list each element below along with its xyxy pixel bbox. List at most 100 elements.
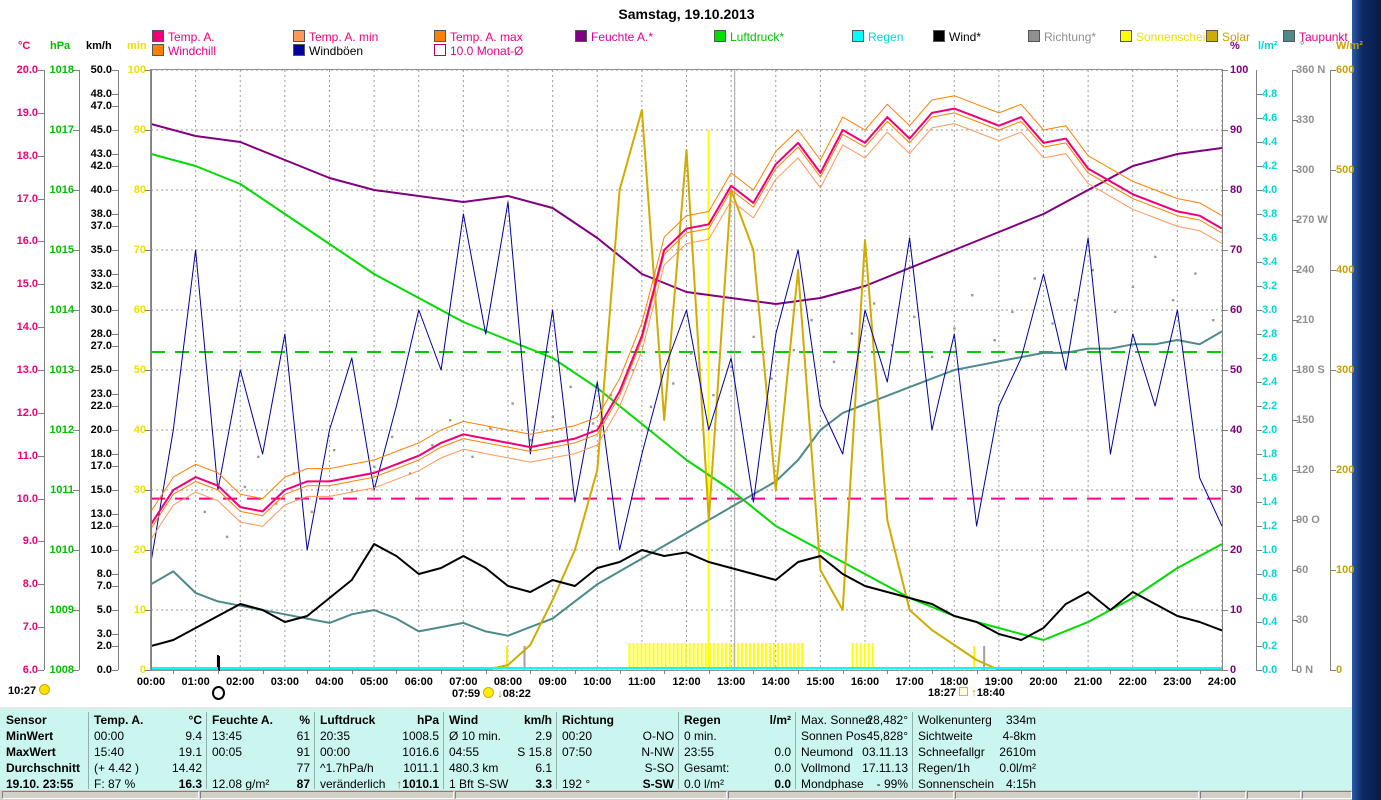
x-half-tick <box>217 670 219 674</box>
axis-tick-label: 180 S <box>1296 364 1325 376</box>
x-axis-tick-label: 06:00 <box>404 676 433 688</box>
sunshine-bar <box>793 643 796 670</box>
sunshine-bar <box>855 643 858 670</box>
direction-dot <box>243 485 247 489</box>
sunshine-bar <box>761 643 764 670</box>
moonset-time: 10:27 <box>8 685 37 697</box>
x-half-tick <box>887 670 889 674</box>
axis-tick-label: 90 O <box>1296 514 1320 526</box>
chart-canvas <box>150 69 1223 671</box>
axis-tick-label: 30 <box>1230 484 1243 496</box>
axis-tick-mark <box>1256 286 1262 287</box>
table-cell-left: Max. Sonnen <box>801 713 872 727</box>
axis-tick-label: 210 <box>1296 314 1315 326</box>
axis-tick-label: 270 W <box>1296 214 1328 226</box>
direction-dot <box>672 382 675 385</box>
axis-unit-label: min <box>127 40 147 52</box>
axis-tick-label: 0.8 <box>1262 568 1278 580</box>
axis-tick-label: 1017 <box>49 124 74 136</box>
axis-tick-label: 50.0 <box>90 64 112 76</box>
direction-dot <box>792 349 795 352</box>
axis-tick-mark <box>1222 70 1228 71</box>
axis-tick-mark <box>38 70 44 71</box>
axis-tick-mark <box>1292 270 1298 271</box>
sunshine-bar <box>672 643 675 670</box>
axis-tick-mark <box>73 190 79 191</box>
axis-tick-label: 40 <box>1230 424 1243 436</box>
axis-tick-label: 2.0 <box>96 640 112 652</box>
axis-tick-label: 38.0 <box>90 208 112 220</box>
series-temp-a-min <box>150 123 1223 540</box>
legend-item: Wind* <box>933 30 981 44</box>
x-half-tick <box>842 670 844 674</box>
table-cell-left: Sonnen Pos <box>801 729 867 743</box>
axis-tick-label: 42.0 <box>90 160 112 172</box>
direction-dot <box>872 302 876 305</box>
axis-tick-mark <box>1330 270 1336 271</box>
direction-dot <box>913 315 916 319</box>
axis-tick-label: 60 <box>133 304 146 316</box>
axis-tick-label: 0 <box>1230 664 1237 676</box>
sunshine-bar <box>789 643 792 670</box>
sunshine-bar <box>859 643 862 670</box>
axis-tick-mark <box>145 370 151 371</box>
axis-tick-mark <box>38 670 44 671</box>
table-cell-left: 192 ° <box>562 777 591 791</box>
axis-tick-label: 60 <box>1296 564 1309 576</box>
axis-tick-label: 50 <box>133 364 146 376</box>
axis-tick-label: 1.4 <box>1262 496 1278 508</box>
axis-tick-mark <box>145 610 151 611</box>
direction-dot <box>203 510 206 514</box>
axis-tick-label: 20.0 <box>90 424 112 436</box>
axis-tick-label: 20 <box>1230 544 1243 556</box>
axis-tick-label: 1.8 <box>1262 448 1278 460</box>
axis-tick-label: 1018 <box>49 64 74 76</box>
axis-tick-label: 25.0 <box>90 364 112 376</box>
axis-tick-label: 2.4 <box>1262 376 1278 388</box>
x-half-tick <box>574 670 576 674</box>
x-axis-tick-label: 02:00 <box>226 676 255 688</box>
direction-dot <box>930 355 934 359</box>
sunshine-bar <box>708 643 711 670</box>
axis-tick-label: 30 <box>133 484 146 496</box>
sunshine-bar <box>740 643 743 670</box>
sunshine-bar <box>867 643 870 670</box>
axis-tick-mark <box>1256 262 1262 263</box>
direction-dot <box>953 327 956 330</box>
x-axis-tick-label: 22:00 <box>1118 676 1147 688</box>
sunshine-bar <box>644 643 647 670</box>
status-bar-segment <box>200 791 454 799</box>
axis-tick-mark <box>1292 520 1298 521</box>
table-cell-left: 04:55 <box>449 745 480 759</box>
sunshine-bar <box>863 643 866 670</box>
axis-tick-mark <box>73 610 79 611</box>
axis-tick-label: 15.0 <box>90 484 112 496</box>
table-cell-left: 20:35 <box>320 729 351 743</box>
axis-tick-mark <box>1330 70 1336 71</box>
axis-tick-mark <box>1292 570 1298 571</box>
x-axis-tick-label: 13:00 <box>717 676 746 688</box>
table-cell-value: % <box>299 713 310 727</box>
axis-tick-mark <box>1256 238 1262 239</box>
x-axis-tick-label: 16:00 <box>850 676 880 688</box>
axis-tick-label: 10 <box>1230 604 1243 616</box>
direction-dot <box>1131 285 1135 289</box>
series-temp-a- <box>150 107 1223 525</box>
direction-dot <box>431 444 434 447</box>
axis-tick-mark <box>1256 454 1262 455</box>
table-cell-value: 61 <box>296 729 310 743</box>
axis-tick-mark <box>1256 166 1262 167</box>
axis-tick-label: 330 <box>1296 114 1315 126</box>
x-axis-tick-label: 24:00 <box>1207 676 1237 688</box>
table-cell-value: S 15.8 <box>517 745 552 759</box>
x-axis-tick-label: 19:00 <box>984 676 1013 688</box>
table-cell-value: 9.4 <box>185 729 202 743</box>
sunrise-end-time: 08:22 <box>502 688 531 700</box>
axis-tick-mark <box>112 94 118 95</box>
axis-tick-label: 8.0 <box>22 578 38 591</box>
x-half-tick <box>441 670 443 674</box>
legend-item: Windböen <box>293 44 363 58</box>
x-half-tick <box>753 670 755 674</box>
table-cell-value: 14.42 <box>171 761 202 775</box>
